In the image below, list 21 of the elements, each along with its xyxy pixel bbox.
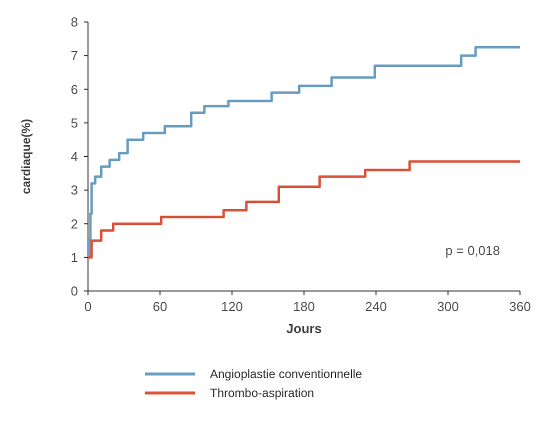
y-tick-label: 2 <box>70 216 78 232</box>
x-tick-label: 120 <box>221 299 243 314</box>
y-tick-label: 3 <box>70 182 78 198</box>
annotation: p = 0,018 <box>445 243 500 258</box>
legend-label: Angioplastie conventionnelle <box>210 367 362 382</box>
x-tick-label: 60 <box>152 299 168 314</box>
y-tick-label: 6 <box>70 82 78 97</box>
x-axis-title: Jours <box>286 321 322 336</box>
legend-label: Thrombo-aspiration <box>210 386 314 400</box>
y-tick-label: 5 <box>70 115 78 130</box>
y-tick-label: 7 <box>70 48 78 64</box>
x-tick-label: 180 <box>293 299 315 314</box>
y-tick-label: 8 <box>70 14 78 30</box>
x-tick-label: 360 <box>509 299 531 314</box>
y-tick-label: 1 <box>70 250 78 265</box>
x-tick-label: 300 <box>437 299 459 314</box>
x-tick-label: 240 <box>365 299 387 314</box>
y-tick-label: 0 <box>70 284 78 299</box>
y-tick-label: 4 <box>70 149 78 164</box>
x-tick-label: 0 <box>84 299 92 314</box>
y-axis-title: cardiaque(%) <box>19 118 33 194</box>
